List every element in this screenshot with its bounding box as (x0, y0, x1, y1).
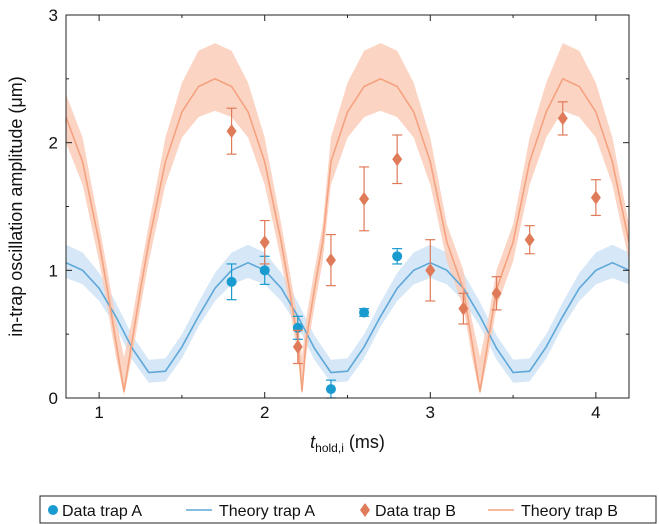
x-axis-label-unit: (ms) (344, 432, 385, 452)
legend-item: Data trap A (48, 503, 142, 520)
legend-label: Data trap A (62, 503, 142, 520)
data-point (557, 101, 568, 136)
data-marker-circle (392, 251, 403, 262)
data-marker-circle (325, 384, 336, 395)
data-point (259, 219, 270, 265)
legend: Data trap A Theory trap A Data trap B Theor… (39, 495, 657, 524)
data-point (292, 329, 303, 365)
data-point (359, 166, 370, 232)
axis-ticks: 1 2 3 4 0 1 2 3 (49, 6, 629, 422)
y-tick-label: 1 (49, 261, 58, 280)
x-tick-label: 4 (591, 403, 600, 422)
data-marker-diamond (392, 152, 403, 167)
confidence-bands (66, 43, 629, 396)
data-marker-diamond (292, 339, 303, 354)
theory-line-1 (66, 261, 629, 374)
data-marker-diamond (524, 232, 535, 247)
x-axis-label: thold,i (ms) (310, 432, 385, 455)
x-tick-label: 3 (426, 403, 435, 422)
y-tick-label: 0 (49, 389, 58, 408)
y-tick-label: 3 (49, 6, 58, 25)
y-axis-label: in-trap oscillation amplitude (μm) (6, 76, 26, 336)
data-marker-diamond (325, 253, 336, 268)
legend-item: Data trap B (360, 503, 456, 520)
data-point (425, 239, 436, 302)
data-point (259, 255, 270, 285)
legend-item: Theory trap B (488, 503, 618, 520)
data-point (325, 233, 336, 287)
data-point (524, 225, 535, 255)
data-marker-diamond (259, 235, 270, 250)
data-point (590, 179, 601, 217)
x-axis-label-subscript: hold,i (315, 441, 344, 455)
y-tick-label: 2 (49, 134, 58, 153)
legend-box (39, 495, 657, 524)
x-tick-label: 1 (94, 403, 103, 422)
x-axis-label-main: t (310, 432, 316, 452)
data-marker-circle (359, 307, 370, 318)
data-marker-diamond (226, 124, 237, 139)
legend-item: Theory trap A (186, 503, 315, 520)
data-point (226, 263, 237, 301)
legend-circle-icon (48, 505, 58, 515)
data-marker-circle (259, 265, 270, 276)
legend-diamond-icon (360, 503, 370, 517)
data-point (325, 379, 336, 399)
data-point (392, 248, 403, 265)
legend-label: Theory trap A (219, 503, 315, 520)
legend-label: Data trap B (375, 503, 456, 520)
data-marker-diamond (590, 190, 601, 205)
theory-lines (66, 77, 629, 392)
confidence-band-1 (66, 244, 629, 383)
data-point (226, 107, 237, 155)
data-marker-diamond (359, 191, 370, 206)
data-point (458, 292, 469, 325)
data-marker-diamond (425, 263, 436, 278)
data-marker-circle (226, 276, 237, 287)
data-marker-diamond (491, 286, 502, 301)
legend-label: Theory trap B (521, 503, 618, 520)
data-point (491, 276, 502, 311)
data-marker-diamond (458, 301, 469, 316)
data-marker-diamond (557, 111, 568, 126)
data-markers (226, 101, 601, 399)
theory-line-3 (66, 77, 629, 392)
data-point (359, 307, 370, 318)
data-point (392, 134, 403, 185)
x-tick-label: 2 (260, 403, 269, 422)
